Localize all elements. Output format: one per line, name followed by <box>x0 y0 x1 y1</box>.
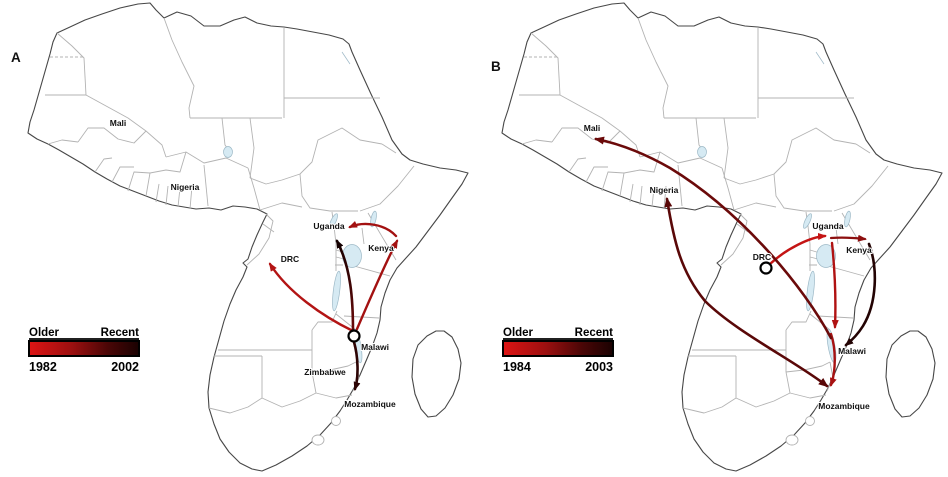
label-malawi: Malawi <box>361 342 389 352</box>
label-uganda: Uganda <box>313 221 344 231</box>
panel-a: Mali Nigeria Uganda Kenya DRC Malawi Zim… <box>11 2 469 472</box>
label-zimbabwe: Zimbabwe <box>304 367 346 377</box>
panel-b-map: Mali Nigeria DRC Uganda Kenya Malawi Moz… <box>491 2 943 472</box>
origin-marker-drc <box>759 261 773 275</box>
label-nigeria: Nigeria <box>171 182 200 192</box>
arrow-malawi-to-mozambique <box>352 340 361 391</box>
label-kenya: Kenya <box>846 245 872 255</box>
label-nigeria: Nigeria <box>650 185 679 195</box>
label-uganda: Uganda <box>812 221 843 231</box>
arrow-malawi-to-drc <box>268 262 355 333</box>
legend-end-year: 2002 <box>111 360 139 374</box>
label-mozambique: Mozambique <box>344 399 396 409</box>
arrow-kenya-to-malawi <box>844 242 877 347</box>
panel-b-arrows <box>594 136 877 388</box>
legend-start-year: 1982 <box>29 360 57 374</box>
panel-b: Mali Nigeria DRC Uganda Kenya Malawi Moz… <box>474 0 948 477</box>
origin-marker-malawi <box>347 329 361 343</box>
legend-start-year: 1984 <box>503 360 531 374</box>
panel-b-legend: Older Recent 1984 2003 <box>502 327 614 374</box>
legend-gradient-bar <box>28 340 140 357</box>
legend-gradient-bar <box>502 340 614 357</box>
legend-older-label: Older <box>503 327 534 339</box>
legend-older-label: Older <box>29 327 60 339</box>
label-drc: DRC <box>281 254 299 264</box>
panel-a-labels: Mali Nigeria Uganda Kenya DRC Malawi Zim… <box>109 117 397 410</box>
label-mali: Mali <box>584 123 601 133</box>
panel-a-letter: A <box>11 50 21 65</box>
panel-a-legend: Older Recent 1982 2002 <box>28 327 140 374</box>
label-malawi: Malawi <box>838 346 866 356</box>
panel-b-letter: B <box>491 59 501 74</box>
arrow-malawi-to-uganda <box>335 239 355 333</box>
arrow-uganda-to-kenya <box>829 234 867 242</box>
label-mozambique: Mozambique <box>818 401 870 411</box>
panel-b-labels: Mali Nigeria DRC Uganda Kenya Malawi Moz… <box>583 122 873 412</box>
label-drc: DRC <box>753 252 771 262</box>
arrow-malawi-to-kenya <box>355 239 399 331</box>
legend-recent-label: Recent <box>101 327 140 339</box>
legend-recent-label: Recent <box>575 327 614 339</box>
arrow-nigeria-mozambique <box>664 197 829 388</box>
legend-end-year: 2003 <box>585 360 613 374</box>
panel-a-map: Mali Nigeria Uganda Kenya DRC Malawi Zim… <box>11 2 469 472</box>
arrow-kenya-to-uganda <box>348 221 398 238</box>
label-kenya: Kenya <box>368 243 394 253</box>
label-mali: Mali <box>110 118 127 128</box>
arrow-uganda-to-malawi <box>830 241 839 329</box>
panel-a-arrows <box>268 221 399 391</box>
